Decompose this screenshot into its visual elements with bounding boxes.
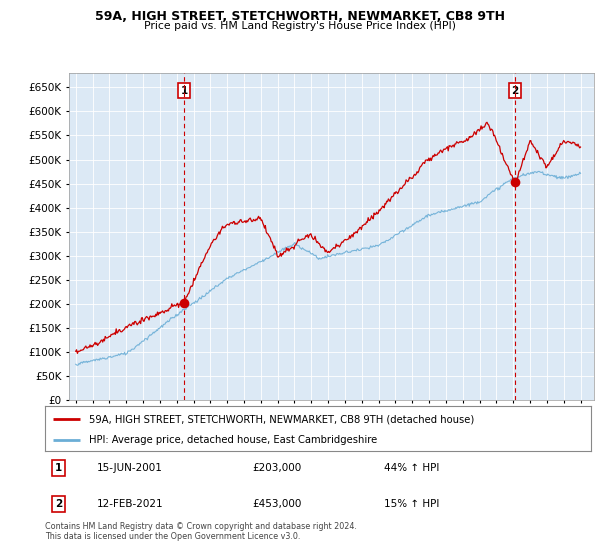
Text: 15-JUN-2001: 15-JUN-2001 xyxy=(97,463,163,473)
Text: 1: 1 xyxy=(181,86,188,96)
Text: 1: 1 xyxy=(55,463,62,473)
Text: 59A, HIGH STREET, STETCHWORTH, NEWMARKET, CB8 9TH: 59A, HIGH STREET, STETCHWORTH, NEWMARKET… xyxy=(95,10,505,23)
Text: HPI: Average price, detached house, East Cambridgeshire: HPI: Average price, detached house, East… xyxy=(89,435,377,445)
Text: 12-FEB-2021: 12-FEB-2021 xyxy=(97,499,163,509)
Text: Price paid vs. HM Land Registry's House Price Index (HPI): Price paid vs. HM Land Registry's House … xyxy=(144,21,456,31)
Text: £203,000: £203,000 xyxy=(253,463,302,473)
Text: 59A, HIGH STREET, STETCHWORTH, NEWMARKET, CB8 9TH (detached house): 59A, HIGH STREET, STETCHWORTH, NEWMARKET… xyxy=(89,414,474,424)
Text: 2: 2 xyxy=(55,499,62,509)
Text: 2: 2 xyxy=(511,86,518,96)
Text: Contains HM Land Registry data © Crown copyright and database right 2024.
This d: Contains HM Land Registry data © Crown c… xyxy=(45,522,357,542)
Text: £453,000: £453,000 xyxy=(253,499,302,509)
Text: 15% ↑ HPI: 15% ↑ HPI xyxy=(383,499,439,509)
Text: 44% ↑ HPI: 44% ↑ HPI xyxy=(383,463,439,473)
